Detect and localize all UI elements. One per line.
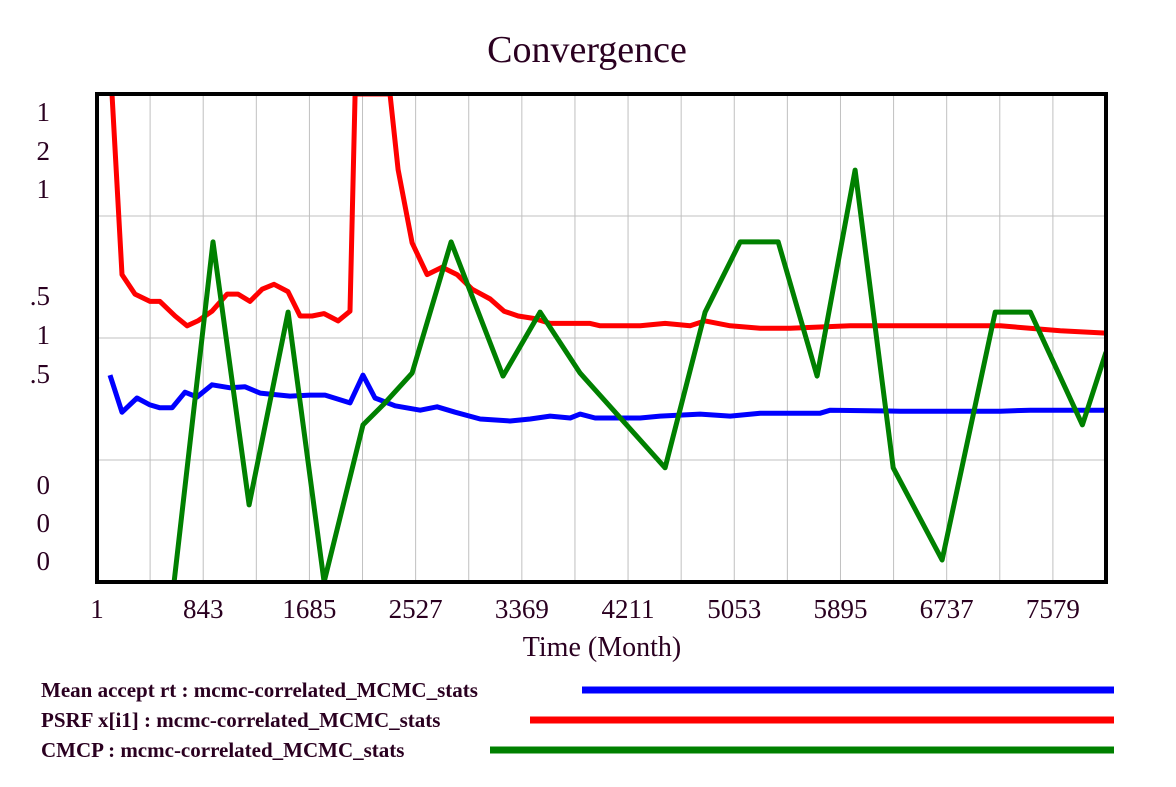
legend: Mean accept rt : mcmc-correlated_MCMC_st… (41, 678, 1114, 762)
y-tick-label: 1 (37, 97, 51, 127)
x-tick-label: 2527 (389, 594, 443, 624)
x-tick-label: 7579 (1026, 594, 1080, 624)
grid (97, 94, 1106, 582)
plot-frame (95, 92, 1108, 584)
x-tick-label: 5053 (707, 594, 761, 624)
y-tick-label: 0 (37, 470, 51, 500)
y-tick-label: .5 (30, 281, 50, 311)
chart-title: Convergence (487, 29, 687, 71)
y-tick-label: .5 (30, 359, 50, 389)
y-tick-label: 1 (37, 174, 51, 204)
x-tick-label: 4211 (602, 594, 655, 624)
x-tick-label: 5895 (813, 594, 867, 624)
y-tick-label: 0 (37, 508, 51, 538)
series-line-0 (107, 372, 1106, 424)
y-axis-ticks: 1 2 1 .5 1 .5 0 0 0 (30, 97, 50, 576)
x-axis-label: Time (Month) (523, 632, 681, 663)
legend-label: PSRF x[i1] : mcmc-correlated_MCMC_stats (41, 708, 440, 732)
x-tick-label: 1685 (282, 594, 336, 624)
x-tick-label: 6737 (920, 594, 974, 624)
x-axis-ticks: 1 843 1685 2527 3369 4211 5053 5895 6737 7579 (90, 594, 1080, 624)
legend-label: Mean accept rt : mcmc-correlated_MCMC_st… (41, 678, 478, 702)
series-lines (107, 94, 1106, 582)
x-tick-label: 843 (183, 594, 224, 624)
x-tick-label: 3369 (495, 594, 549, 624)
y-tick-label: 0 (37, 546, 51, 576)
y-tick-label: 2 (37, 136, 51, 166)
series-line-2 (171, 167, 1106, 582)
y-tick-label: 1 (37, 320, 51, 350)
legend-label: CMCP : mcmc-correlated_MCMC_stats (41, 738, 404, 762)
x-tick-label: 1 (90, 594, 104, 624)
series-line-1 (109, 94, 1106, 336)
